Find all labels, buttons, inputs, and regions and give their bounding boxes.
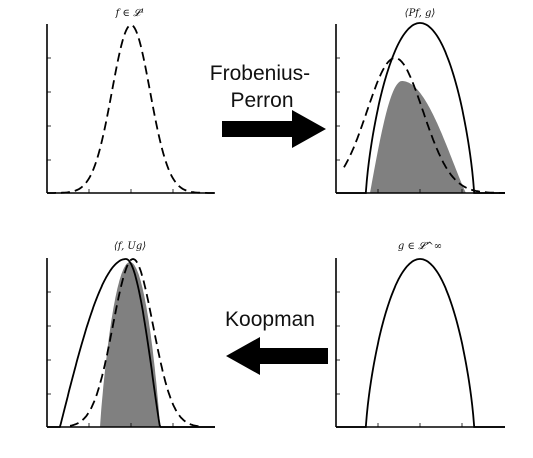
panel-g-ticks bbox=[336, 291, 463, 427]
panel-pf-g: ⟨Pf, g⟩ bbox=[335, 8, 505, 194]
panel-pf-g-dashed-curve bbox=[343, 57, 505, 194]
panel-pf-g-shaded-product bbox=[370, 81, 466, 193]
koopman-arrow: Koopman bbox=[225, 308, 328, 375]
panel-f: f ∈ 𝓛¹ bbox=[46, 8, 215, 194]
panel-f-ticks bbox=[47, 57, 174, 193]
panel-g-solid-curve bbox=[336, 258, 505, 428]
frobenius-label-line1: Frobenius- bbox=[210, 62, 310, 85]
right-arrow-icon bbox=[222, 110, 326, 148]
panel-f-ug-title: ⟨f, Ug⟩ bbox=[114, 241, 146, 252]
panel-g-title: g ∈ 𝓛^∞ bbox=[398, 241, 442, 252]
panel-f-dashed-curve bbox=[47, 24, 215, 194]
panel-pf-g-solid-curve bbox=[336, 22, 505, 194]
panel-g: g ∈ 𝓛^∞ bbox=[335, 241, 505, 428]
panel-f-ug-dashed-curve bbox=[69, 258, 201, 428]
panel-f-ug-shaded-product bbox=[100, 262, 160, 427]
frobenius-perron-arrow: Frobenius- Perron bbox=[210, 62, 326, 148]
left-arrow-icon bbox=[226, 337, 328, 375]
panel-pf-g-title: ⟨Pf, g⟩ bbox=[405, 8, 436, 19]
koopman-label: Koopman bbox=[225, 308, 315, 331]
panel-f-ug-solid-curve bbox=[47, 258, 215, 428]
panel-pf-g-ticks bbox=[336, 57, 463, 193]
panel-f-title: f ∈ 𝓛¹ bbox=[115, 8, 145, 19]
frobenius-label-line2: Perron bbox=[230, 89, 293, 112]
panel-f-ug: ⟨f, Ug⟩ bbox=[46, 241, 215, 428]
